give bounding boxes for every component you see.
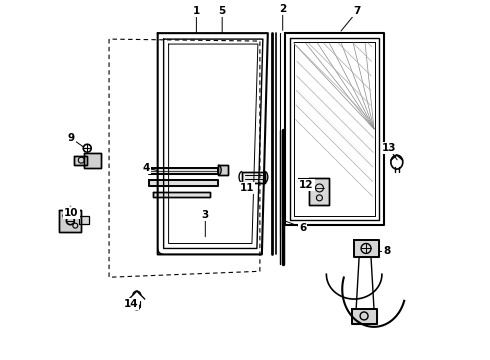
Text: 8: 8 [383, 247, 391, 256]
Text: 11: 11 [240, 183, 254, 193]
Polygon shape [352, 309, 377, 324]
Text: 2: 2 [279, 4, 286, 14]
Polygon shape [218, 165, 228, 175]
Text: 5: 5 [219, 6, 226, 16]
Polygon shape [149, 168, 218, 174]
Polygon shape [79, 216, 89, 224]
Polygon shape [310, 178, 329, 205]
Text: 6: 6 [299, 222, 306, 233]
Text: 12: 12 [299, 180, 314, 190]
Text: 7: 7 [353, 6, 361, 16]
Polygon shape [354, 239, 379, 257]
Text: 1: 1 [193, 6, 200, 16]
Text: 4: 4 [142, 163, 149, 173]
Text: 14: 14 [123, 299, 138, 309]
Polygon shape [59, 210, 81, 231]
Polygon shape [153, 192, 210, 197]
Polygon shape [242, 172, 265, 183]
Polygon shape [74, 156, 87, 165]
Text: 13: 13 [382, 143, 396, 153]
Text: 3: 3 [202, 210, 209, 220]
Text: 9: 9 [68, 133, 75, 143]
Polygon shape [149, 180, 218, 186]
Polygon shape [84, 153, 101, 168]
Text: 10: 10 [64, 208, 78, 218]
